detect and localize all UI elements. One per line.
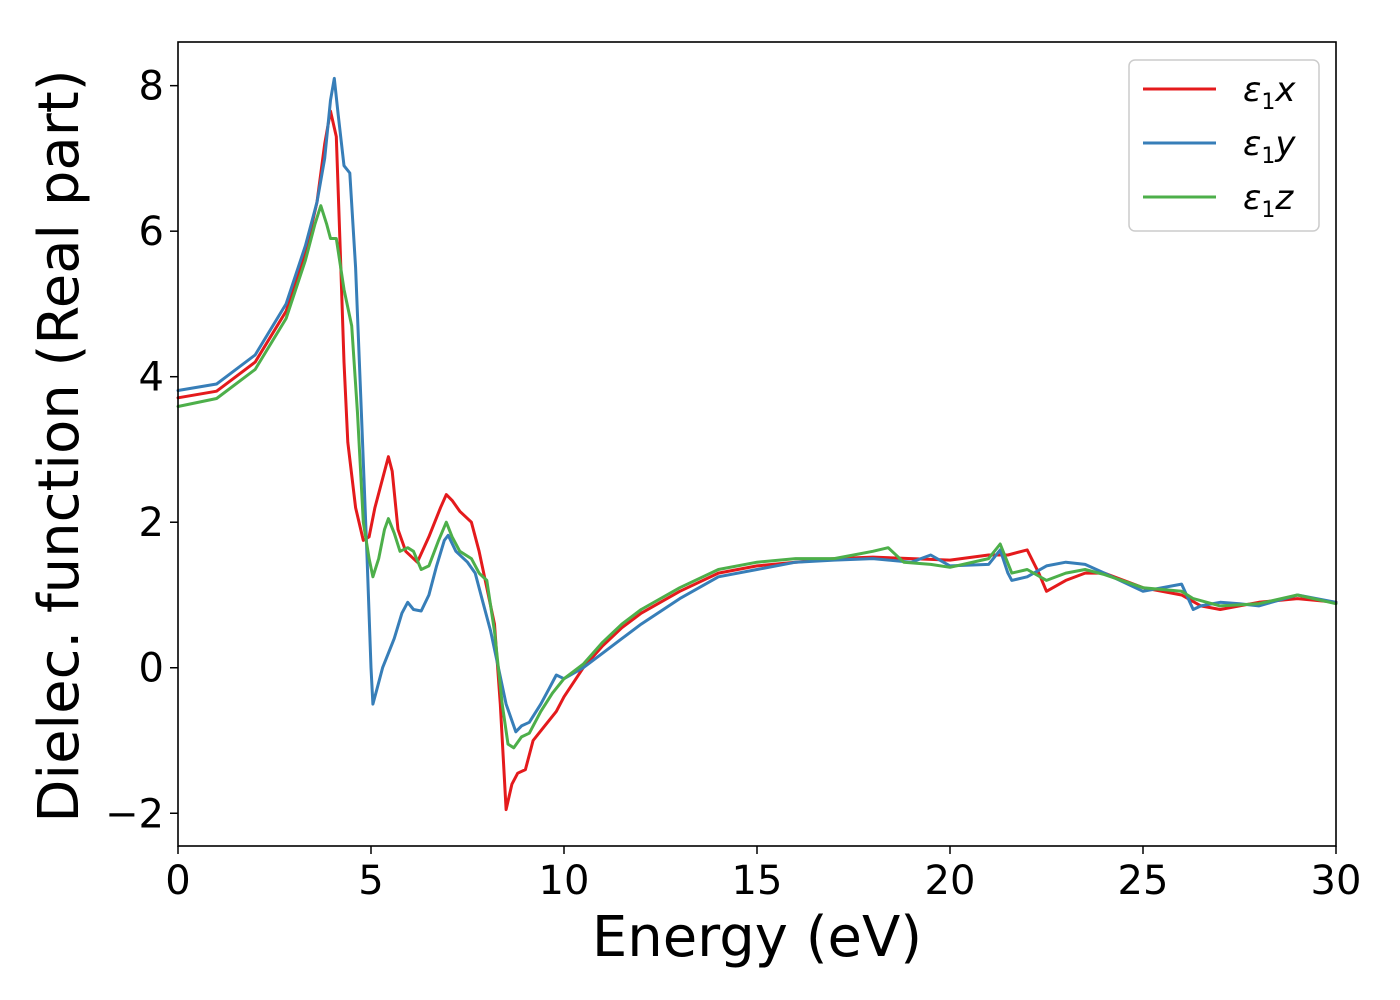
x-tick-label: 20 — [925, 858, 976, 904]
x-tick-label: 25 — [1118, 858, 1169, 904]
legend-box — [1128, 59, 1320, 232]
y-tick-label: 8 — [139, 64, 164, 110]
series-line-y — [176, 76, 1338, 734]
series-line-x — [176, 109, 1338, 812]
x-axis: 0 5 10 15 20 25 30 — [165, 846, 1361, 904]
legend: ε1x ε1y ε1z — [1128, 59, 1320, 232]
y-tick-label: 4 — [139, 355, 164, 401]
y-tick-label: 0 — [139, 646, 164, 692]
x-tick-label: 15 — [732, 858, 783, 904]
series-line-z — [176, 204, 1338, 750]
legend-label-y: ε1y — [1243, 124, 1296, 169]
legend-label-z: ε1z — [1243, 178, 1294, 223]
y-tick-label: 6 — [139, 209, 164, 255]
y-tick-label: 2 — [139, 500, 164, 546]
x-tick-label: 0 — [165, 858, 190, 904]
legend-label-x: ε1x — [1243, 70, 1296, 115]
x-axis-title: Energy (eV) — [592, 905, 922, 970]
series-layer — [176, 76, 1338, 812]
y-tick-label: −2 — [105, 791, 164, 837]
y-axis: −2 0 2 4 6 8 — [105, 64, 178, 837]
x-tick-label: 5 — [358, 858, 383, 904]
x-tick-label: 30 — [1311, 858, 1362, 904]
x-tick-label: 10 — [539, 858, 590, 904]
y-axis-title: Dielec. function (Real part) — [27, 69, 92, 822]
